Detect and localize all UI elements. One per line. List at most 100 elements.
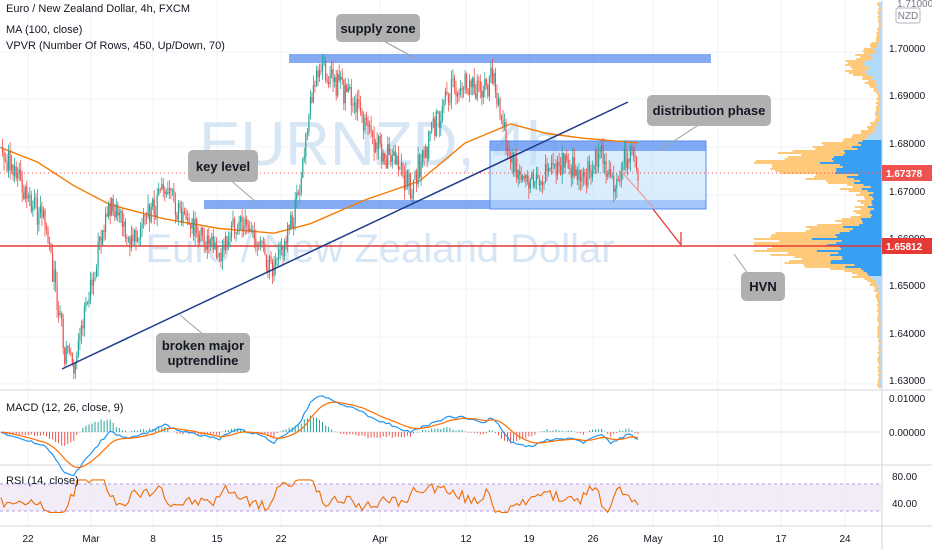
volume-profile-bar — [879, 382, 882, 384]
key-level-rect[interactable] — [204, 200, 706, 209]
volume-profile-bar — [865, 72, 882, 74]
volume-profile-bar — [875, 86, 882, 88]
volume-profile-bar — [869, 54, 882, 56]
candle-body — [212, 236, 214, 250]
price-tick: 1.67000 — [889, 187, 926, 198]
volume-profile-bar — [878, 18, 881, 20]
time-label: 19 — [523, 534, 535, 545]
supply-zone-callout[interactable]: supply zone — [336, 14, 420, 59]
candle-body — [267, 268, 269, 273]
volume-profile-bar — [874, 114, 880, 116]
candle-body — [44, 210, 46, 227]
volume-profile-bar — [880, 364, 882, 366]
volume-profile-bar — [875, 128, 882, 130]
volume-profile-bar — [879, 346, 882, 348]
hvn-callout[interactable]: HVN — [733, 253, 785, 301]
candle-body — [59, 313, 61, 316]
candle-body — [56, 282, 58, 310]
volume-profile-bar — [877, 382, 880, 384]
volume-profile-bar — [877, 100, 881, 102]
candle-body — [188, 218, 190, 225]
candle-body — [38, 213, 40, 225]
candle-body — [478, 80, 480, 82]
candle-body — [628, 159, 630, 163]
volume-profile-bar — [877, 316, 880, 318]
volume-profile-bar — [873, 208, 882, 210]
rsi-axis[interactable]: 80.00 40.00 — [892, 472, 917, 510]
candle-body — [637, 169, 639, 182]
candle-body — [164, 189, 166, 195]
macd-legend[interactable]: MACD (12, 26, close, 9) — [6, 402, 124, 414]
volume-profile-bar — [878, 288, 882, 290]
candle-body — [387, 144, 389, 169]
supply-zone-rect[interactable] — [289, 54, 711, 63]
candle-body — [613, 175, 615, 193]
candle-body — [532, 173, 534, 187]
volume-profile-bar — [879, 368, 882, 370]
volume-profile-bar — [866, 126, 876, 128]
broken-uptrend-callout[interactable]: broken major uptrendline — [156, 314, 250, 373]
volume-profile-bar — [877, 96, 881, 98]
volume-profile-bar — [856, 58, 873, 60]
volume-profile-bar — [879, 114, 882, 116]
volume-profile-bar — [842, 258, 882, 260]
symbol-title[interactable]: Euro / New Zealand Dollar, 4h, FXCM — [6, 3, 191, 15]
macd-axis[interactable]: 0.01000 0.00000 — [889, 394, 926, 439]
volume-profile-bar — [878, 346, 880, 348]
distribution-box-top — [490, 141, 706, 151]
candle-body — [18, 169, 20, 175]
candle-body — [578, 170, 580, 180]
rsi-legend[interactable]: RSI (14, close) — [6, 475, 79, 487]
volume-profile-bar — [878, 342, 881, 344]
candle-body — [610, 169, 612, 177]
candle-body — [130, 235, 132, 248]
ma-legend[interactable]: MA (100, close) — [6, 24, 83, 36]
candle-body — [177, 203, 179, 220]
distribution-phase-callout[interactable]: distribution phase — [647, 95, 771, 151]
volume-profile-bar — [861, 132, 874, 134]
volume-profile-bar — [863, 184, 882, 186]
candle-body — [287, 225, 289, 244]
volume-profile-bar — [860, 130, 875, 132]
volume-profile-bar — [787, 252, 839, 254]
candle-body — [162, 184, 164, 190]
volume-profile-bar — [830, 260, 882, 262]
candle-body — [293, 224, 295, 228]
volume-profile — [754, 2, 882, 388]
volume-profile-bar — [833, 160, 882, 162]
key-level-callout[interactable]: key level — [188, 150, 258, 203]
candle-body — [41, 205, 43, 218]
volume-profile-bar — [854, 264, 882, 266]
volume-profile-bar — [880, 22, 882, 24]
candle-body — [273, 265, 275, 277]
candle-body — [291, 215, 293, 228]
volume-profile-bar — [877, 334, 881, 336]
candle-body — [158, 189, 160, 195]
volume-profile-bar — [880, 324, 882, 326]
candle-body — [185, 213, 187, 220]
candle-body — [321, 63, 324, 72]
volume-profile-bar — [871, 42, 879, 44]
volume-profile-bar — [877, 318, 880, 320]
volume-profile-bar — [878, 314, 881, 316]
candle-body — [176, 215, 178, 220]
volume-profile-bar — [877, 2, 880, 4]
time-axis[interactable]: 22 Mar 8 15 22 Apr 12 19 26 May 10 17 24 — [22, 534, 851, 545]
broken-uptrend-line[interactable] — [61, 101, 629, 370]
candle-body — [302, 158, 304, 178]
price-axis[interactable]: 1.71000 NZD 1.70000 1.69000 1.68000 1.67… — [889, 0, 932, 387]
candle-body — [141, 224, 143, 229]
candle-body — [171, 189, 173, 191]
candle-body — [0, 147, 2, 149]
volume-profile-bar — [871, 214, 882, 216]
volume-profile-bar — [880, 360, 882, 362]
candle-body — [619, 180, 621, 182]
svg-text:1.65812: 1.65812 — [886, 242, 923, 253]
volume-profile-bar — [775, 170, 837, 172]
volume-profile-bar — [880, 384, 882, 386]
vpvr-legend[interactable]: VPVR (Number Of Rows, 450, Up/Down, 70) — [6, 40, 225, 52]
candle-body — [456, 93, 459, 97]
volume-profile-bar — [792, 150, 845, 152]
